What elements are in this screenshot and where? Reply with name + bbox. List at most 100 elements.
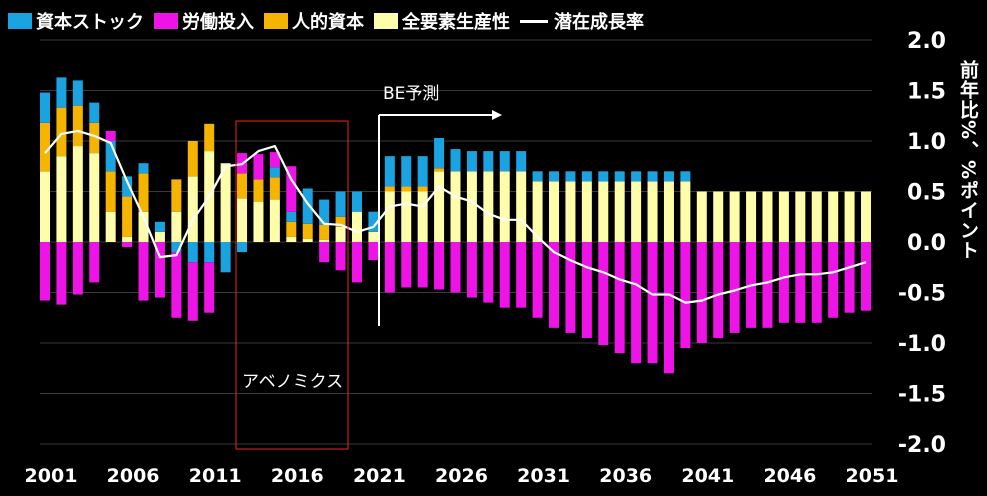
- bar-segment: [811, 191, 822, 242]
- x-tick-label: 2006: [107, 465, 160, 487]
- bar-segment: [483, 171, 494, 242]
- bar-segment: [56, 242, 67, 305]
- bar-segment: [417, 156, 428, 187]
- bar-segment: [762, 242, 773, 328]
- bar-segment: [466, 242, 477, 298]
- bar-segment: [105, 130, 116, 141]
- bar-segment: [844, 191, 855, 242]
- x-tick-label: 2026: [435, 465, 488, 487]
- bar-segment: [122, 242, 133, 248]
- bar-segment: [384, 186, 395, 192]
- line-series: [44, 129, 867, 304]
- bar-segment: [417, 191, 428, 242]
- bar-segment: [631, 171, 642, 182]
- bar-segment: [384, 242, 395, 293]
- bar-segment: [401, 191, 412, 242]
- bar-segment: [401, 242, 412, 288]
- bar-segment: [187, 176, 198, 242]
- bar-segment: [105, 211, 116, 242]
- y-tick-label: -1.5: [898, 383, 946, 408]
- bar-segment: [40, 171, 50, 242]
- y-tick-label: 1.5: [907, 80, 946, 105]
- bar-segment: [122, 196, 133, 237]
- bar-segment: [663, 171, 674, 182]
- bar-segment: [105, 141, 116, 172]
- bar-segment: [319, 224, 330, 240]
- bar-segment: [253, 201, 264, 242]
- bar-segment: [516, 171, 527, 242]
- bar-segment: [335, 226, 346, 242]
- bar-segment: [56, 107, 67, 157]
- bar-segment: [713, 191, 724, 242]
- bar-segment: [828, 191, 839, 242]
- bar-segment: [302, 238, 313, 242]
- abenomics-label: アベノミクス: [242, 372, 344, 392]
- bar-segment: [532, 242, 543, 318]
- bar-segment: [549, 242, 560, 328]
- bar-segment: [286, 221, 297, 237]
- bar-segment: [237, 242, 248, 253]
- bar-segment: [565, 181, 576, 242]
- bar-segment: [401, 186, 412, 192]
- abenomics-box: [235, 120, 349, 450]
- y-tick-label: 0.0: [907, 231, 946, 256]
- x-tick-label: 2001: [25, 465, 78, 487]
- legend-swatch-tfp: [374, 13, 398, 29]
- bar-segment: [631, 242, 642, 364]
- bar-segment: [286, 166, 297, 212]
- bar-segment: [187, 262, 198, 321]
- bar-segment: [351, 191, 362, 212]
- bar-segment: [40, 92, 50, 123]
- bar-segment: [778, 191, 789, 242]
- bar-segment: [466, 171, 477, 242]
- x-tick-label: 2041: [681, 465, 734, 487]
- bar-segment: [335, 191, 346, 217]
- x-tick-label: 2046: [763, 465, 816, 487]
- bar-segment: [828, 242, 839, 318]
- y-tick-label: -0.5: [898, 282, 946, 307]
- bar-segment: [72, 105, 83, 147]
- bar-segment: [762, 191, 773, 242]
- bar-segment: [40, 122, 50, 172]
- bar-segment: [647, 242, 658, 364]
- bar-segment: [795, 191, 806, 242]
- bar-segment: [680, 171, 691, 182]
- bar-segment: [384, 191, 395, 242]
- bar-segment: [565, 242, 576, 333]
- bar-segment: [614, 171, 625, 182]
- bar-segment: [450, 149, 461, 172]
- bar-segment: [811, 242, 822, 323]
- bar-segment: [72, 80, 83, 106]
- bar-segment: [154, 231, 165, 242]
- bar-segment: [138, 211, 149, 242]
- x-tick-label: 2036: [599, 465, 652, 487]
- bar-segment: [417, 186, 428, 192]
- y-tick-label: 2.0: [907, 29, 946, 54]
- bar-segment: [581, 242, 592, 338]
- x-tick-label: 2016: [271, 465, 324, 487]
- bar-segment: [351, 242, 362, 283]
- bar-segment: [549, 171, 560, 182]
- bar-segment: [171, 242, 182, 253]
- bar-segment: [89, 102, 100, 123]
- x-tick-label: 2021: [353, 465, 406, 487]
- bar-segment: [253, 154, 264, 180]
- bar-segment: [861, 191, 871, 242]
- bar-segment: [89, 122, 100, 154]
- bar-segment: [861, 242, 871, 311]
- bar-segment: [466, 151, 477, 172]
- bar-segment: [516, 151, 527, 172]
- bar-segment: [302, 223, 313, 239]
- bar-segment: [631, 181, 642, 242]
- legend-item-potential: 潜在成長率: [520, 8, 644, 34]
- bar-segment: [581, 181, 592, 242]
- bar-segment: [729, 242, 740, 333]
- bar-segment: [187, 141, 198, 177]
- y-axis-ticks: 2.0 1.5 1.0 0.5 0.0 -0.5 -1.0 -1.5 -2.0: [898, 29, 946, 458]
- bar-segment: [581, 171, 592, 182]
- bar-segment: [204, 262, 215, 313]
- bar-segment: [237, 198, 248, 242]
- bar-segment: [368, 242, 379, 261]
- bar-segment: [286, 236, 297, 242]
